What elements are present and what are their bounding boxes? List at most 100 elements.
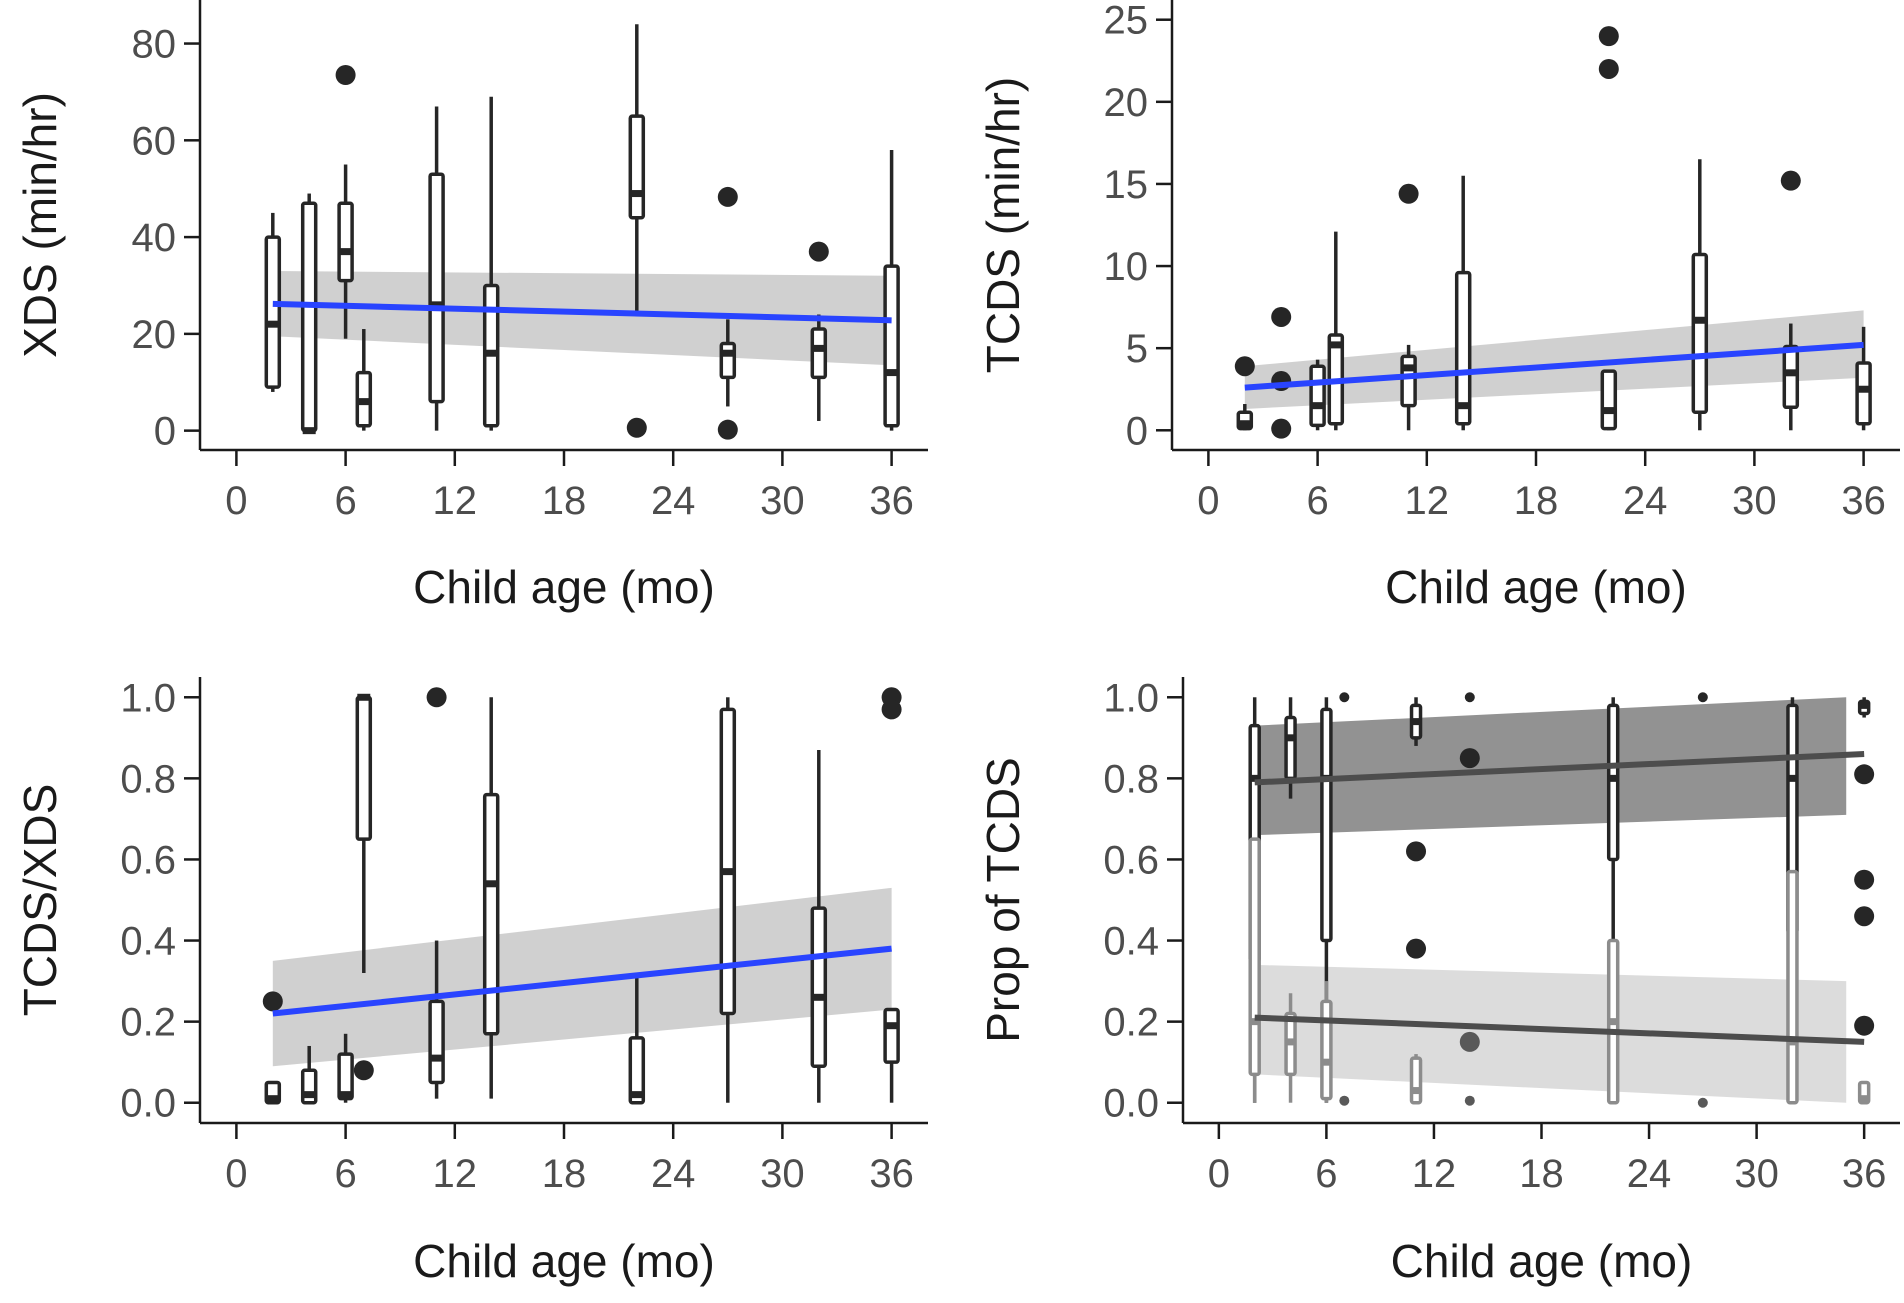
x-tick-label: 18 xyxy=(542,479,587,523)
x-tick-label: 30 xyxy=(760,1152,805,1196)
box-box xyxy=(628,1036,646,1105)
outlier-point-dark xyxy=(1459,748,1480,769)
x-tick-label: 24 xyxy=(1623,479,1668,523)
y-tick-label: 60 xyxy=(132,119,177,163)
x-axis-title: Child age (mo) xyxy=(1391,1235,1693,1287)
trend-line-light xyxy=(1254,1014,1865,1045)
panel-4: 0 6 12 18 24 30 36 0.0 0.2 0.4 0.6 0.8 1.0 Child age … xyxy=(977,676,1900,1287)
outlier-point-dark xyxy=(1854,1015,1875,1036)
x-tick-label: 18 xyxy=(1519,1152,1564,1196)
outlier-point xyxy=(1234,356,1255,377)
y-tick-label: 0.4 xyxy=(120,920,176,964)
x-tick-label: 30 xyxy=(1732,479,1777,523)
box-box xyxy=(1855,361,1872,426)
box-light-box xyxy=(1409,1056,1423,1105)
x-tick-label: 0 xyxy=(1208,1152,1230,1196)
box-box xyxy=(482,792,500,1036)
trend-line xyxy=(1244,341,1864,391)
box-box xyxy=(628,114,646,220)
y-tick-label: 0.6 xyxy=(1103,838,1159,882)
x-tick-label: 6 xyxy=(1306,479,1328,523)
y-tick-label: 80 xyxy=(132,23,177,67)
outlier-point xyxy=(426,687,447,708)
outlier-point-dark xyxy=(1697,692,1708,703)
box-box xyxy=(337,1052,354,1101)
box-dark-box xyxy=(1320,707,1333,943)
y-tick-label: 10 xyxy=(1104,245,1149,289)
box-box xyxy=(810,327,828,380)
y-tick-label: 15 xyxy=(1104,163,1149,207)
x-tick-label: 30 xyxy=(760,479,805,523)
outlier-point-light xyxy=(1697,1097,1708,1108)
box-box xyxy=(1454,270,1472,426)
y-tick-label: 5 xyxy=(1126,327,1148,371)
x-tick-label: 24 xyxy=(651,1152,696,1196)
outlier-point xyxy=(1398,183,1419,204)
y-axis-title: TCDS (min/hr) xyxy=(977,77,1029,373)
y-tick-label: 0 xyxy=(154,410,176,454)
confidence-band-light xyxy=(1254,964,1847,1103)
box-box xyxy=(1309,364,1326,428)
x-tick-label: 6 xyxy=(1315,1152,1337,1196)
y-tick-label: 0.8 xyxy=(120,757,176,801)
box-box xyxy=(883,1007,900,1064)
outlier-point xyxy=(262,991,283,1012)
y-tick-label: 0.8 xyxy=(1103,757,1159,801)
outlier-point xyxy=(1598,58,1619,79)
outlier-point xyxy=(717,419,738,440)
x-tick-label: 0 xyxy=(225,479,247,523)
y-tick-label: 25 xyxy=(1104,0,1149,43)
box-box xyxy=(1400,354,1417,408)
confidence-band xyxy=(272,887,892,1067)
x-tick-label: 6 xyxy=(334,479,356,523)
y-tick-label: 0.0 xyxy=(120,1082,176,1126)
outlier-point xyxy=(808,241,829,262)
x-tick-label: 36 xyxy=(1842,1152,1887,1196)
outlier-point xyxy=(881,699,902,720)
outlier-point-dark xyxy=(1854,764,1875,785)
outlier-point xyxy=(626,417,647,438)
x-tick-label: 0 xyxy=(225,1152,247,1196)
y-tick-label: 1.0 xyxy=(1103,676,1159,720)
x-tick-label: 0 xyxy=(1197,479,1219,523)
outlier-point xyxy=(717,186,738,207)
box-box xyxy=(719,341,737,380)
outlier-point xyxy=(1271,418,1292,439)
box-box xyxy=(1600,369,1618,431)
y-tick-label: 0 xyxy=(1126,409,1148,453)
outlier-point-dark xyxy=(1854,906,1875,927)
box-box xyxy=(264,235,282,389)
x-axis-title: Child age (mo) xyxy=(413,1235,715,1287)
x-tick-label: 18 xyxy=(542,1152,587,1196)
y-tick-label: 20 xyxy=(1104,81,1149,125)
outlier-point-dark xyxy=(1854,869,1875,890)
y-tick-label: 0.4 xyxy=(1103,920,1159,964)
outlier-point xyxy=(1780,170,1801,191)
trend-line xyxy=(272,945,892,1017)
x-tick-label: 12 xyxy=(1412,1152,1457,1196)
x-axis-title: Child age (mo) xyxy=(1385,561,1687,613)
box-light-box xyxy=(1786,869,1799,1105)
box-dark-box xyxy=(1284,715,1297,781)
box-box xyxy=(355,695,373,841)
outlier-point xyxy=(1598,26,1619,47)
box-box xyxy=(428,999,445,1085)
box-light-box xyxy=(1320,999,1333,1101)
x-tick-label: 30 xyxy=(1734,1152,1779,1196)
x-tick-label: 12 xyxy=(433,1152,478,1196)
y-tick-label: 0.6 xyxy=(120,838,176,882)
confidence-band xyxy=(1244,310,1864,409)
box-box xyxy=(883,264,900,428)
y-tick-label: 1.0 xyxy=(120,676,176,720)
y-axis-title: Prop of TCDS xyxy=(977,757,1029,1042)
panel-1: 0 6 12 18 24 30 36 0 20 40 60 80 Child age (mo) XDS (… xyxy=(14,0,928,613)
trend-line-dark xyxy=(1254,751,1865,786)
outlier-point xyxy=(1271,306,1292,327)
box-light-box xyxy=(1248,837,1261,1077)
confidence-band xyxy=(272,270,892,366)
box-box xyxy=(1782,344,1800,410)
box-box xyxy=(428,172,445,404)
y-tick-label: 40 xyxy=(132,216,177,260)
outlier-point-dark xyxy=(1464,692,1475,703)
